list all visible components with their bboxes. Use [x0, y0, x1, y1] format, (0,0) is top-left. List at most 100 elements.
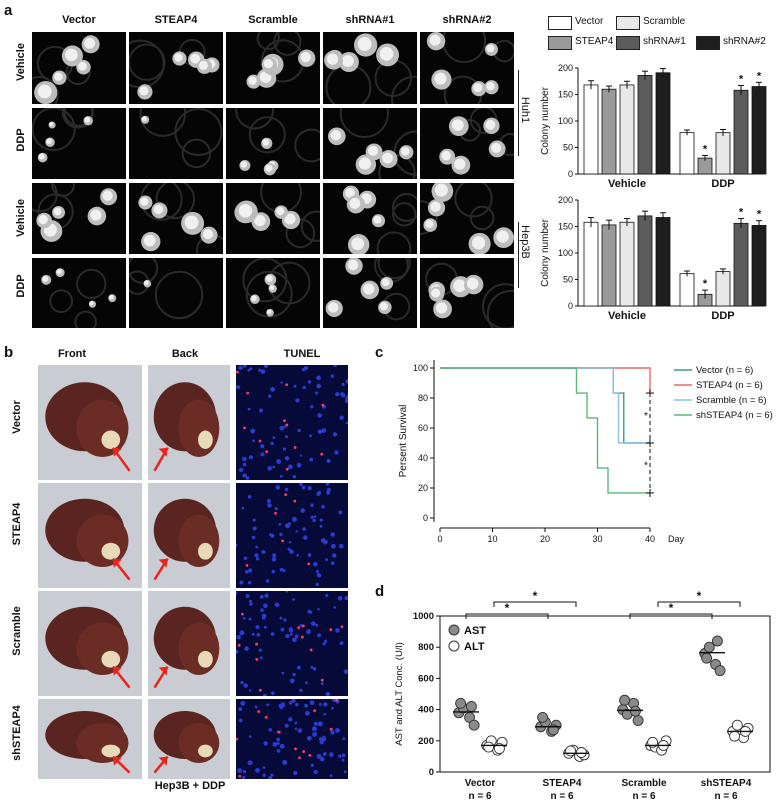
y-axis-label: Colony number	[540, 218, 551, 286]
colony-micrograph	[129, 183, 223, 254]
nucleus	[278, 522, 282, 526]
colony-core	[238, 204, 253, 218]
nucleus	[310, 763, 314, 767]
nucleus	[340, 392, 344, 396]
nucleus	[316, 383, 322, 389]
nucleus	[285, 435, 289, 439]
y-tick-label: 0	[568, 301, 573, 311]
panel-letter-a: a	[4, 2, 13, 19]
nucleus	[255, 625, 260, 630]
bar	[601, 88, 617, 175]
nucleus	[259, 408, 264, 413]
nucleus	[238, 718, 243, 723]
nucleus	[268, 394, 272, 398]
tunel-positive-cell	[285, 423, 289, 427]
group-n-label: n = 6	[468, 791, 492, 802]
nucleus	[294, 634, 299, 639]
liver-lobe	[178, 622, 220, 675]
bar	[733, 89, 749, 175]
significance-marker: *	[739, 73, 744, 85]
nucleus	[330, 561, 335, 565]
row-label-vehicle-huh1: Vehicle	[15, 43, 27, 81]
nucleus	[304, 703, 309, 708]
significance-marker: *	[505, 601, 510, 615]
y-tick-label: 150	[558, 222, 573, 232]
nucleus	[313, 721, 318, 726]
bar	[619, 84, 635, 175]
col-header-shrna1: shRNA#1	[345, 14, 395, 26]
tunel-positive-cell	[294, 747, 297, 751]
y-tick-label: 20	[418, 483, 428, 493]
colony-micrograph	[226, 32, 320, 104]
nucleus	[270, 533, 275, 538]
legend-swatch	[616, 36, 640, 50]
nucleus	[238, 707, 243, 712]
tunel-positive-cell	[236, 370, 239, 374]
colony-core	[240, 161, 248, 168]
legend-swatch	[696, 36, 720, 50]
legend-label: STEAP4	[575, 36, 614, 47]
nucleus	[279, 743, 285, 749]
colony-core	[198, 60, 208, 70]
y-tick-label: 1000	[413, 611, 434, 622]
significance-marker: *	[697, 590, 702, 603]
background-ring	[454, 183, 493, 218]
nucleus	[276, 741, 280, 745]
y-tick-label: 0	[423, 513, 428, 523]
colony-core	[466, 277, 479, 290]
nucleus	[272, 436, 276, 440]
nucleus	[301, 485, 306, 490]
nucleus	[285, 591, 289, 593]
micrograph-image	[324, 33, 417, 104]
nucleus	[268, 776, 272, 779]
colony-core	[262, 139, 270, 146]
nucleus	[244, 646, 249, 651]
legend-label: shRNA#1	[643, 36, 686, 47]
colony-core	[53, 207, 62, 216]
bar	[679, 132, 695, 175]
colony-core	[144, 280, 149, 286]
nucleus	[326, 487, 331, 492]
y-tick-label: 200	[558, 195, 573, 205]
nucleus	[264, 593, 269, 598]
significance-marker: *	[757, 70, 762, 82]
group-label: DDP	[711, 310, 734, 322]
nucleus	[274, 602, 279, 607]
nucleus	[295, 398, 300, 403]
red-arrowhead	[158, 756, 168, 766]
colony-core	[38, 153, 45, 160]
background-ring	[235, 108, 274, 130]
nucleus	[331, 543, 336, 549]
tunel-positive-cell	[255, 642, 258, 646]
nucleus	[310, 621, 316, 626]
nucleus	[316, 375, 321, 381]
nucleus	[243, 365, 247, 368]
liver-image	[153, 498, 220, 581]
nucleus	[330, 532, 335, 537]
background-ring	[392, 192, 417, 222]
nucleus	[284, 723, 289, 728]
nucleus	[345, 421, 348, 425]
nucleus	[276, 737, 281, 742]
nucleus	[297, 728, 303, 733]
bar	[655, 217, 671, 307]
tunel-positive-cell	[329, 628, 333, 632]
colony-core	[254, 214, 266, 227]
tumor-nodule	[198, 744, 213, 758]
y-tick-label: 200	[558, 63, 573, 73]
colony-core	[434, 183, 448, 197]
nucleus	[244, 570, 249, 574]
colony-core	[351, 237, 365, 251]
colony-core	[357, 37, 372, 51]
nucleus	[317, 633, 322, 638]
huh1-bracket	[518, 70, 519, 156]
x-tick-label: 0	[437, 534, 442, 544]
nucleus	[266, 703, 270, 707]
nucleus	[280, 627, 285, 632]
colony-core	[486, 81, 495, 91]
tunel-image	[236, 483, 344, 587]
micrograph-image	[426, 32, 514, 104]
nucleus	[297, 428, 301, 433]
tunel-positive-cell	[308, 753, 312, 757]
tunel-positive-cell	[241, 612, 244, 616]
